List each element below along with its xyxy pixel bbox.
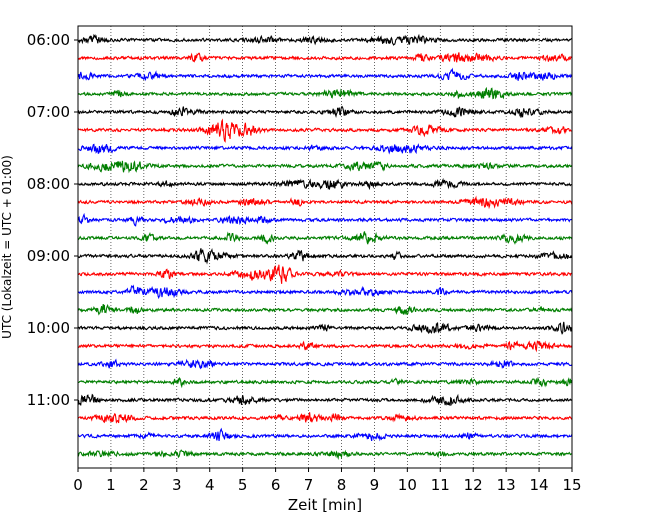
x-axis-title: Zeit [min] [288, 496, 362, 514]
trace-17 [77, 340, 573, 353]
x-tick-label-10: 10 [398, 476, 417, 494]
y-tick-label-08:00: 08:00 [27, 175, 70, 193]
x-tick-label-4: 4 [205, 476, 215, 494]
trace-4 [77, 105, 573, 118]
trace-16 [77, 321, 573, 335]
trace-0 [77, 33, 573, 46]
trace-10 [77, 212, 573, 227]
x-tick-label-9: 9 [370, 476, 380, 494]
trace-18 [77, 358, 573, 370]
y-tick-label-06:00: 06:00 [27, 31, 70, 49]
x-axis: 0 1 2 3 4 5 6 7 8 9 10 11 12 13 14 15 [73, 468, 582, 494]
trace-6 [77, 143, 573, 155]
x-tick-label-2: 2 [139, 476, 149, 494]
y-tick-label-07:00: 07:00 [27, 103, 70, 121]
x-tick-label-14: 14 [530, 476, 549, 494]
x-tick-label-8: 8 [337, 476, 347, 494]
trace-9 [77, 195, 573, 210]
trace-23 [77, 449, 573, 461]
y-axis-title: UTC (Lokalzeit = UTC + 01:00) [0, 155, 14, 339]
trace-5 [77, 118, 573, 143]
trace-22 [77, 427, 573, 442]
trace-8 [77, 177, 573, 191]
trace-2 [77, 67, 573, 82]
x-tick-label-15: 15 [562, 476, 581, 494]
y-tick-label-09:00: 09:00 [27, 247, 70, 265]
x-tick-label-0: 0 [73, 476, 83, 494]
y-tick-label-10:00: 10:00 [27, 319, 70, 337]
x-tick-label-12: 12 [464, 476, 483, 494]
trace-13 [77, 264, 573, 284]
x-tick-label-1: 1 [106, 476, 116, 494]
x-tick-label-7: 7 [304, 476, 314, 494]
x-tick-label-5: 5 [238, 476, 248, 494]
x-tick-label-13: 13 [497, 476, 516, 494]
x-tick-label-3: 3 [172, 476, 182, 494]
trace-19 [77, 376, 573, 389]
y-axis: 06:00 07:00 08:00 09:00 10:00 11:00 [27, 31, 78, 409]
trace-11 [77, 231, 573, 245]
trace-12 [77, 248, 573, 265]
trace-15 [77, 303, 573, 316]
trace-14 [77, 284, 573, 300]
trace-20 [77, 393, 573, 407]
trace-21 [77, 412, 573, 424]
trace-3 [77, 86, 573, 100]
plot-area-background [78, 26, 572, 468]
seismic-traces [77, 33, 573, 461]
trace-7 [77, 160, 573, 174]
y-tick-label-11:00: 11:00 [27, 391, 70, 409]
plot-frame [77, 25, 573, 469]
x-tick-label-6: 6 [271, 476, 281, 494]
x-tick-label-11: 11 [431, 476, 450, 494]
trace-1 [77, 52, 573, 63]
